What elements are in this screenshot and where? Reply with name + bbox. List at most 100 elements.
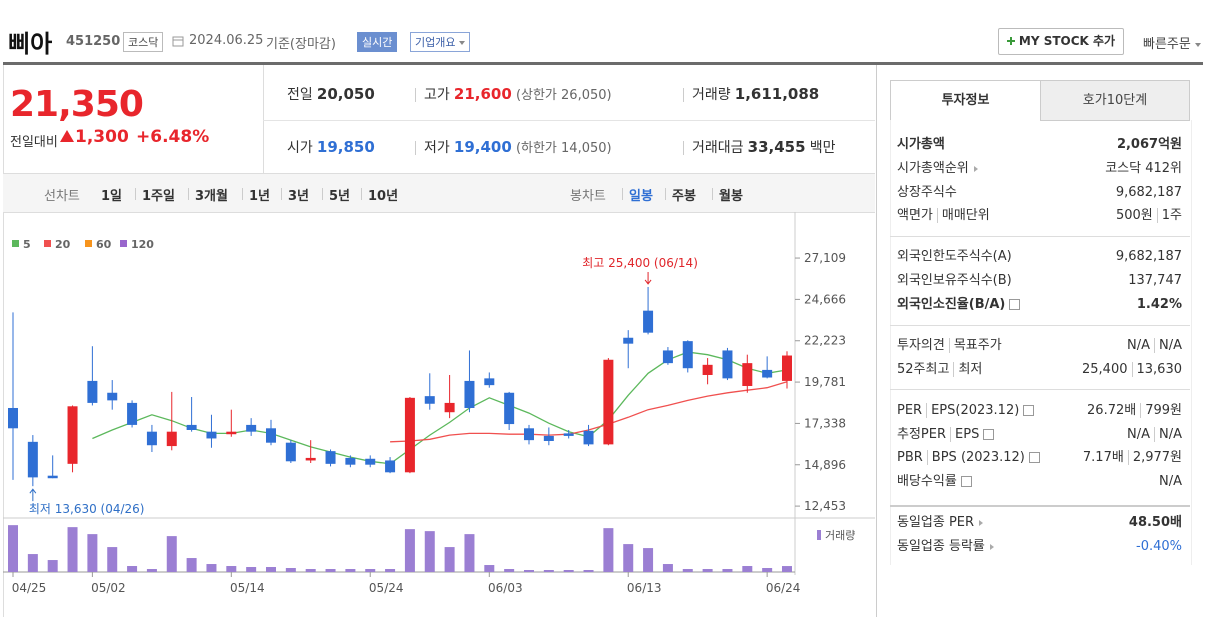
period-option[interactable]: 3개월	[188, 185, 228, 204]
note: (상한가 26,050)	[515, 88, 612, 103]
x-tick-label: 06/03	[488, 581, 523, 595]
info-row: 동일업종 등락률 -0.40%	[897, 536, 1182, 558]
volume-bar	[265, 567, 276, 572]
volume-bar	[87, 534, 98, 572]
info-label: 배당수익률	[897, 471, 972, 493]
label-part: 동일업종 등락률	[897, 539, 985, 554]
label-part: 시가총액	[897, 137, 945, 152]
separator	[683, 88, 684, 102]
help-icon[interactable]	[1009, 299, 1021, 310]
volume-bar	[504, 569, 515, 572]
info-row: 상장주식수 9,682,187	[897, 182, 1182, 204]
period-option[interactable]: 3년	[280, 185, 309, 204]
info-value: 7.17배 2,977원	[1083, 447, 1182, 469]
period-option[interactable]: 1주일	[135, 185, 175, 204]
volume-bar	[226, 566, 237, 572]
tab-active[interactable]: 투자정보	[890, 80, 1041, 121]
info-value: 25,400 13,630	[1082, 359, 1182, 381]
value-part: 9,682,187	[1115, 185, 1182, 200]
candle-body	[762, 369, 773, 378]
help-icon[interactable]	[1023, 405, 1035, 416]
help-icon[interactable]	[1028, 452, 1040, 463]
my-stock-button[interactable]: MY STOCK 추가	[998, 28, 1124, 55]
volume-bar	[682, 569, 693, 572]
period-option[interactable]: 1일	[101, 189, 123, 204]
divider	[263, 65, 264, 173]
x-tick-label: 06/13	[627, 581, 662, 595]
company-info-button[interactable]: 기업개요	[410, 32, 471, 52]
volume-bar	[146, 569, 157, 572]
volume-bar	[762, 568, 773, 572]
info-label: 외국인소진율(B/A)	[897, 294, 1021, 316]
value-part: N/A	[1154, 338, 1182, 353]
value: 1,611,088	[734, 85, 820, 103]
value-part: N/A	[1159, 474, 1182, 489]
legend-swatch	[85, 240, 92, 247]
candle-chart-label: 봉차트	[570, 189, 606, 204]
period-option[interactable]: 5년	[321, 185, 350, 204]
candle-body	[623, 337, 634, 344]
quick-order-label: 빠른주문	[1143, 37, 1191, 52]
candle-option[interactable]: 주봉	[665, 185, 696, 204]
info-row: 시가총액순위 코스닥 412위	[897, 158, 1182, 180]
section-line	[890, 389, 1190, 390]
my-stock-label: MY STOCK 추가	[1018, 34, 1116, 48]
candle-body	[385, 460, 396, 473]
period-option[interactable]: 1년	[241, 185, 270, 204]
value-part: 9,682,187	[1115, 249, 1182, 264]
help-icon[interactable]	[983, 429, 995, 440]
quick-order[interactable]: 빠른주문	[1143, 33, 1201, 52]
value-part: 2,977원	[1127, 450, 1182, 465]
info-row: 외국인소진율(B/A) 1.42%	[897, 294, 1182, 316]
change-percent: +6.48%	[136, 127, 210, 147]
legend-label: 120	[131, 238, 154, 251]
label-part: 52주최고	[897, 362, 950, 377]
link-arrow[interactable]	[973, 165, 978, 172]
candle-option[interactable]: 월봉	[712, 185, 743, 204]
help-icon[interactable]	[960, 476, 972, 487]
change-label: 전일대비	[10, 135, 58, 150]
value-part: -0.40%	[1136, 539, 1182, 554]
info-value: N/A	[1159, 471, 1182, 493]
label: 시가	[287, 140, 313, 156]
separator	[415, 141, 416, 155]
volume-bar	[702, 569, 713, 572]
volume-bar	[781, 566, 792, 572]
annotation: 최저 13,630 (04/26)	[29, 502, 145, 516]
base-note: 기준(장마감)	[266, 37, 336, 52]
candle-body	[484, 378, 495, 386]
info-row: 외국인보유주식수(B) 137,747	[897, 270, 1182, 292]
link-arrow[interactable]	[979, 519, 984, 526]
value-part: 1주	[1156, 208, 1182, 223]
tab-gap	[890, 120, 1039, 121]
legend-swatch	[120, 240, 127, 247]
period-option[interactable]: 10년	[360, 185, 398, 204]
realtime-button[interactable]: 실시간	[357, 32, 398, 52]
info-label: 외국인한도주식수(A)	[897, 246, 1012, 268]
header-rule	[3, 62, 1203, 65]
value-part: 1.42%	[1136, 297, 1182, 312]
info-value: 137,747	[1128, 270, 1182, 292]
info-label: 액면가 매매단위	[897, 205, 990, 227]
candle-option[interactable]: 일봉	[622, 185, 653, 204]
note: (하한가 14,050)	[515, 141, 612, 156]
legend-swatch	[12, 240, 19, 247]
info-row: 투자의견 목표주가 N/A N/A	[897, 335, 1182, 357]
label-part: 최저	[953, 362, 983, 377]
info-label: 동일업종 등락률	[897, 536, 994, 558]
tab[interactable]: 호가10단계	[1040, 80, 1190, 121]
x-tick-label: 06/24	[766, 581, 801, 595]
candle-body	[563, 433, 574, 436]
volume-bar	[722, 569, 733, 572]
label-part: 액면가	[897, 208, 933, 223]
value-part: 26.72배	[1087, 403, 1137, 418]
volume-bar	[285, 568, 296, 572]
x-tick-label: 05/14	[230, 581, 265, 595]
section-line	[890, 236, 1190, 237]
stock-name: 삐아	[8, 30, 53, 58]
quote-volume: 거래량 1,611,088	[692, 84, 819, 104]
candle-body	[404, 397, 415, 473]
y-tick-label: 24,666	[804, 292, 846, 306]
link-arrow[interactable]	[989, 543, 994, 550]
